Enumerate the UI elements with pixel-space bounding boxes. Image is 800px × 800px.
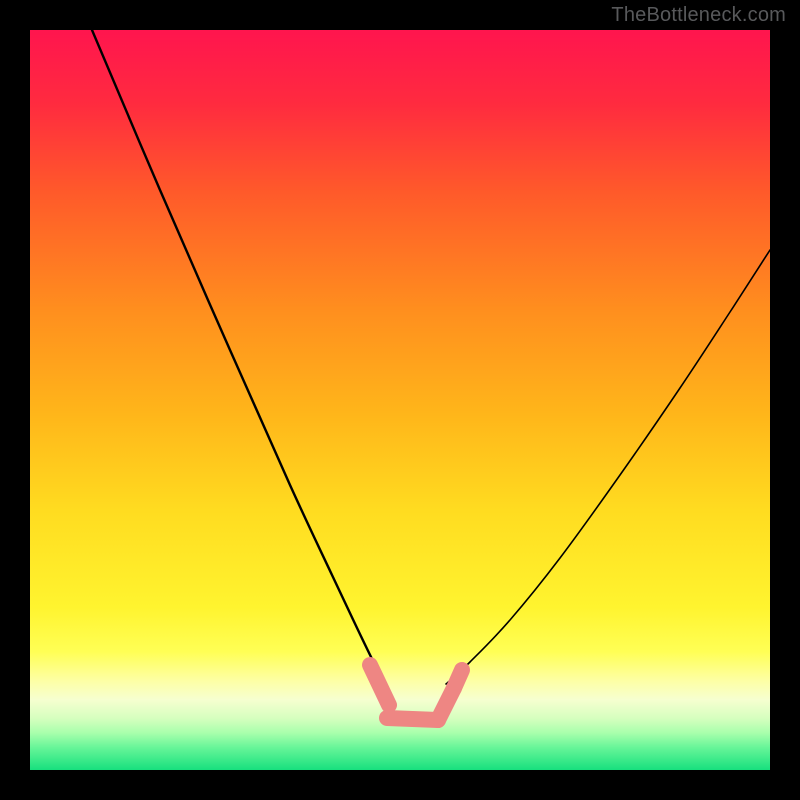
border-right bbox=[770, 0, 800, 800]
chart-frame: TheBottleneck.com bbox=[0, 0, 800, 800]
watermark-text: TheBottleneck.com bbox=[611, 4, 786, 27]
plot-svg bbox=[30, 30, 770, 770]
plot-area bbox=[30, 30, 770, 770]
border-left bbox=[0, 0, 30, 800]
gradient-background bbox=[30, 30, 770, 770]
border-bottom bbox=[0, 770, 800, 800]
